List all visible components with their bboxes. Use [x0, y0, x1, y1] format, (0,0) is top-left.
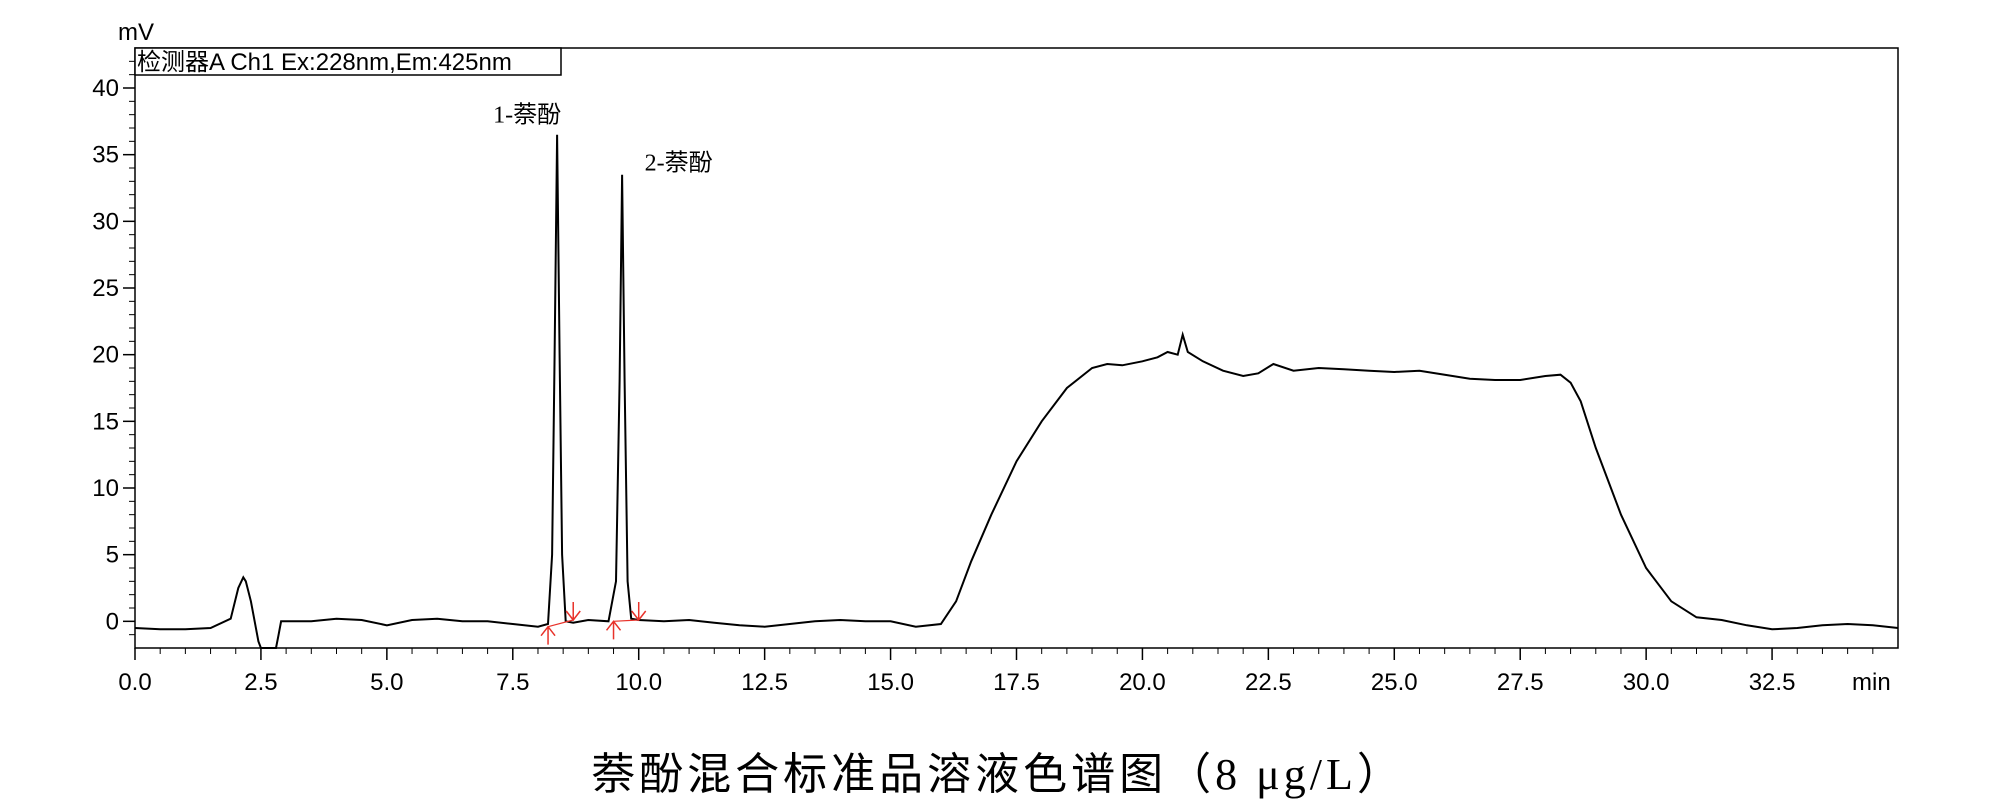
- x-tick-label: 2.5: [244, 669, 277, 696]
- peak-start-marker: [605, 620, 622, 640]
- y-tick-label: 40: [92, 75, 119, 102]
- integration-markers: [540, 602, 647, 645]
- x-tick-label: 5.0: [370, 669, 403, 696]
- x-tick-label: 25.0: [1371, 669, 1418, 696]
- peak-end-marker: [631, 602, 647, 622]
- x-tick-label: 32.5: [1749, 669, 1796, 696]
- y-tick-label: 10: [92, 475, 119, 502]
- x-tick-label: 17.5: [993, 669, 1040, 696]
- x-axis: 0.0 2.5 5.0 7.5 10.0 12.5 15.0 17.5 20.0 22.5 25.0…: [118, 648, 1874, 696]
- chromatogram-trace: [134, 134, 1899, 649]
- y-tick-label: 20: [92, 342, 119, 369]
- figure-caption: 萘酚混合标准品溶液色谱图（8 μg/L）: [591, 750, 1405, 799]
- x-tick-label: 12.5: [741, 669, 788, 696]
- x-tick-label: 20.0: [1119, 669, 1166, 696]
- x-tick-label: 7.5: [496, 669, 529, 696]
- peak-end-marker: [565, 602, 581, 622]
- x-tick-label: 15.0: [867, 669, 914, 696]
- peak-start-marker: [540, 625, 556, 645]
- y-tick-label: 0: [106, 608, 119, 635]
- y-tick-label: 30: [92, 208, 119, 235]
- x-tick-label: 10.0: [615, 669, 662, 696]
- peak-label: 2-萘酚: [645, 150, 713, 177]
- x-tick-label: 22.5: [1245, 669, 1292, 696]
- y-tick-label: 35: [92, 142, 119, 169]
- peak-labels: 1-萘酚 2-萘酚: [493, 102, 712, 177]
- x-tick-label: 30.0: [1623, 669, 1670, 696]
- integration-baseline: [613, 619, 639, 622]
- y-tick-label: 5: [106, 542, 119, 569]
- y-tick-label: 25: [92, 275, 119, 302]
- x-axis-unit-label: min: [1852, 669, 1891, 696]
- y-axis-unit-label: mV: [118, 19, 154, 46]
- peak-label: 1-萘酚: [493, 102, 561, 129]
- x-tick-label: 0.0: [118, 669, 151, 696]
- plot-frame: [134, 47, 1899, 649]
- detector-label: 检测器A Ch1 Ex:228nm,Em:425nm: [137, 49, 512, 76]
- x-tick-label: 27.5: [1497, 669, 1544, 696]
- y-axis: 0 5 10 15 20 25 30 35 40: [92, 60, 135, 635]
- integration-baseline: [547, 619, 574, 628]
- y-tick-label: 15: [92, 408, 119, 435]
